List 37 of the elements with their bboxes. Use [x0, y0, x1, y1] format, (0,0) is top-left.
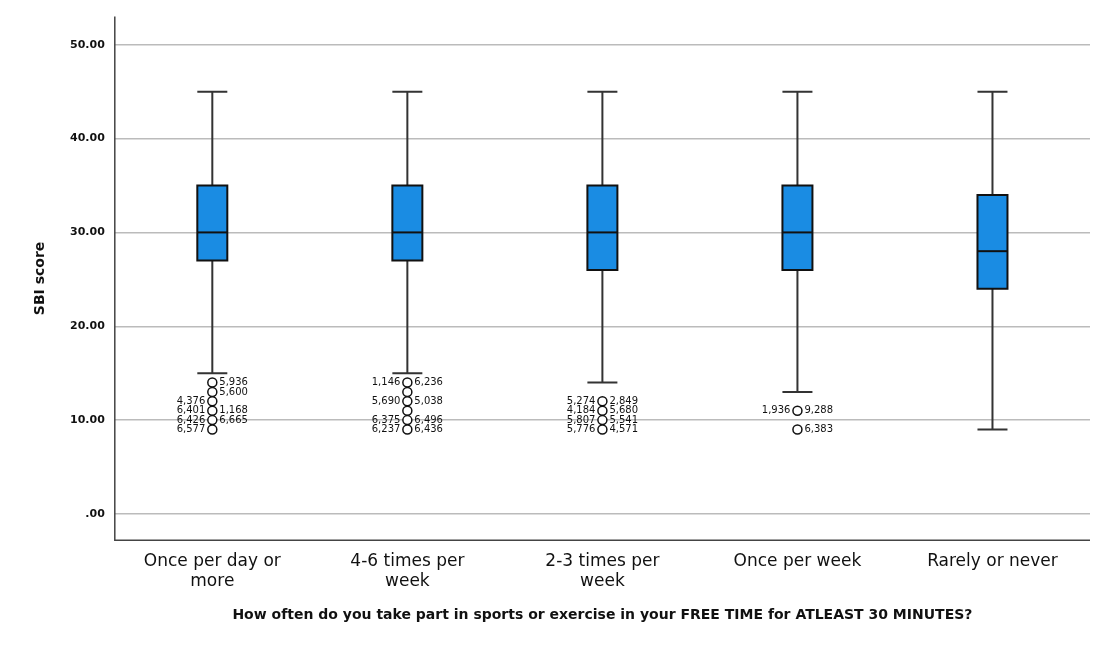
annotation: 5,038	[414, 394, 443, 406]
y-tick-label: .00	[85, 506, 106, 520]
x-tick-label: 2-3 times per week	[545, 549, 660, 591]
annotation: 9,288	[804, 404, 834, 416]
annotation: 5,600	[219, 385, 248, 397]
annotation: 4,376	[176, 394, 206, 406]
annotation: 5,541	[609, 413, 639, 425]
annotation: 1,146	[371, 376, 401, 388]
y-tick-label: 20.00	[70, 319, 106, 333]
x-tick-label: Once per week	[733, 549, 862, 570]
annotation: 6,383	[804, 423, 834, 435]
y-tick-label: 40.00	[70, 131, 106, 145]
annotation: 6,375	[371, 413, 401, 425]
annotation: 2,849	[609, 394, 639, 406]
annotation: 6,236	[414, 376, 443, 388]
y-tick-label: 30.00	[70, 225, 106, 239]
annotation: 6,577	[176, 423, 206, 435]
annotation: 1,936	[761, 404, 791, 416]
x-axis-title: How often do you take part in sports or exercise in your FREE TIME for ATLEAST 30 MINUTES?	[232, 605, 973, 622]
annotation: 1,168	[219, 404, 248, 416]
annotation: 5,274	[566, 394, 596, 406]
annotation: 6,237	[371, 423, 401, 435]
annotation: 4,571	[609, 423, 639, 435]
annotation: 5,807	[566, 413, 596, 425]
annotation: 6,436	[414, 423, 443, 435]
annotation: 5,690	[371, 394, 401, 406]
annotation: 6,426	[176, 413, 206, 425]
y-tick-label: 10.00	[70, 412, 106, 426]
y-axis-title: SBI score	[30, 241, 47, 316]
annotation: 5,776	[566, 423, 596, 435]
x-tick-label: Rarely or never	[927, 549, 1058, 570]
annotation: 6,665	[219, 413, 248, 425]
y-tick-label: 50.00	[70, 37, 106, 51]
x-tick-label: Once per day or more	[143, 549, 281, 591]
x-tick-label: 4-6 times per week	[350, 549, 465, 591]
annotation: 6,496	[414, 413, 443, 425]
annotation: 5,936	[219, 376, 248, 388]
